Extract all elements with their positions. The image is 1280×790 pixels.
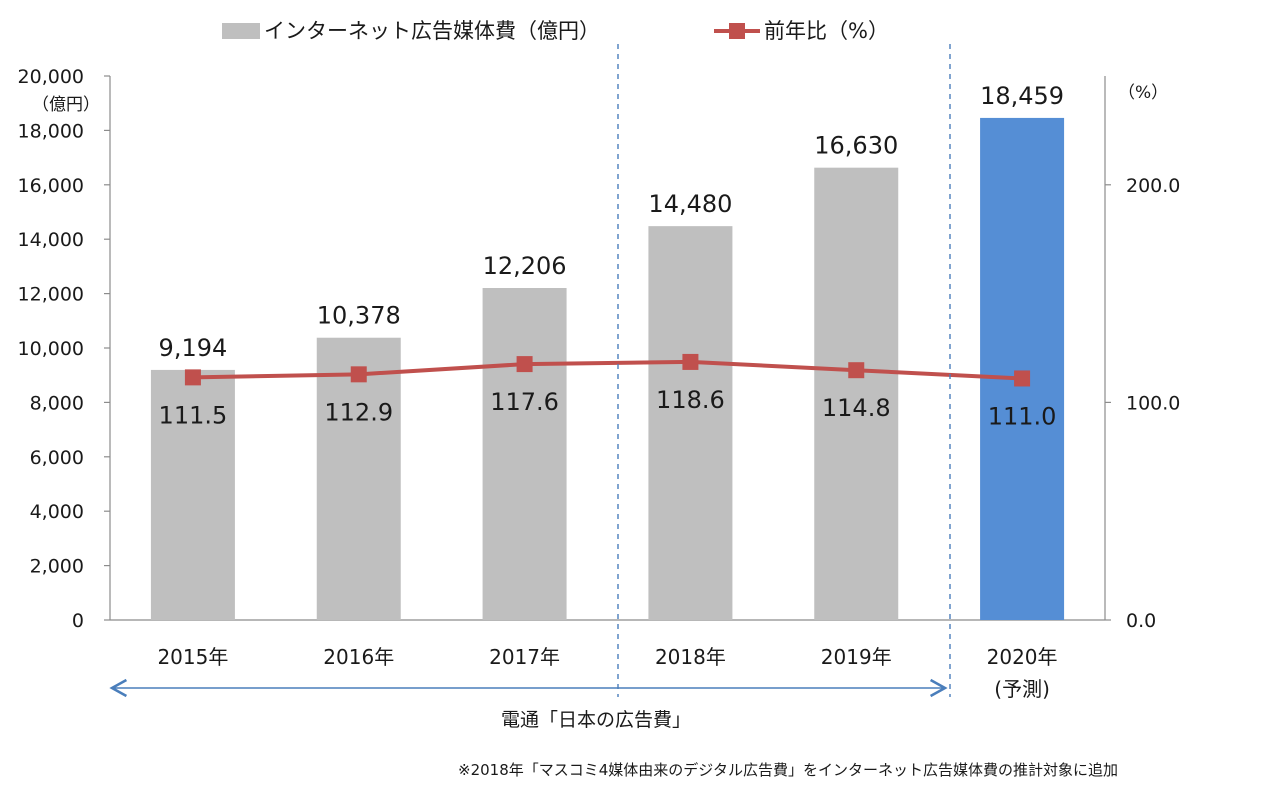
right-tick-label: 100.0 [1126,392,1180,414]
line-series [184,353,1031,387]
right-axis-ticks: 0.0 100.0 200.0 [1105,175,1180,632]
category-label: 2017年 [489,645,560,669]
bar-value-labels: 9,194 10,378 12,206 14,480 16,630 18,459 [159,82,1065,362]
bar-2018 [648,226,733,621]
bar-value-label: 16,630 [814,132,898,160]
bar-2015 [150,369,235,620]
yoy-marker [848,362,865,379]
yoy-marker [516,356,533,373]
yoy-marker [1014,370,1031,387]
bar-value-label: 10,378 [317,302,401,330]
left-tick-label: 10,000 [18,338,84,360]
legend-line-marker [729,23,745,39]
left-tick-label: 2,000 [30,556,84,578]
legend-line-label: 前年比（%） [764,19,889,43]
bar-2016 [316,337,401,620]
bar-2020 [980,117,1065,621]
legend-bar-swatch [222,23,260,39]
bar-value-label: 12,206 [483,252,567,280]
category-labels: 2015年 2016年 2017年 2018年 2019年 2020年 (予測) [157,645,1057,701]
category-label: 2020年 [987,645,1058,669]
bar-series [150,117,1065,621]
left-tick-label: 12,000 [18,284,84,306]
right-tick-label: 200.0 [1126,175,1180,197]
category-label: 2019年 [821,645,892,669]
left-tick-label: 4,000 [30,501,84,523]
yoy-value-label: 118.6 [656,386,725,414]
left-axis-unit: （億円） [32,95,100,115]
bar-2019 [814,167,899,620]
yoy-marker [184,369,201,386]
yoy-line [192,359,1023,381]
category-label: 2016年 [323,645,394,669]
yoy-value-label: 111.5 [159,401,228,429]
right-axis-unit: （%） [1118,83,1168,103]
yoy-marker [350,366,367,383]
bar-value-label: 18,459 [980,82,1064,110]
left-tick-label: 14,000 [18,229,84,251]
yoy-value-label: 117.6 [490,388,559,416]
left-tick-label: 8,000 [30,392,84,414]
dentsu-range-label: 電通「日本の広告費」 [501,709,691,731]
line-value-labels: 111.5 112.9 117.6 118.6 114.8 111.0 [159,386,1057,431]
yoy-value-label: 112.9 [324,398,393,426]
category-label: 2015年 [157,645,228,669]
category-sublabel: (予測) [994,677,1050,701]
legend: インターネット広告媒体費（億円） 前年比（%） [222,19,889,43]
legend-bar-label: インターネット広告媒体費（億円） [264,19,600,43]
footnote: ※2018年「マスコミ4媒体由来のデジタル広告費」をインターネット広告媒体費の推… [458,761,1118,779]
left-tick-label: 20,000 [18,66,84,88]
left-tick-label: 18,000 [18,120,84,142]
left-tick-label: 6,000 [30,447,84,469]
category-label: 2018年 [655,645,726,669]
right-tick-label: 0.0 [1126,610,1156,632]
left-axis-ticks: 0 2,000 4,000 6,000 8,000 10,000 12,000 14,000 1… [18,66,110,632]
bar-2017 [482,287,567,620]
yoy-value-label: 114.8 [822,394,891,422]
left-tick-label: 0 [72,610,84,632]
yoy-value-label: 111.0 [988,402,1057,430]
left-tick-label: 16,000 [18,175,84,197]
bar-value-label: 9,194 [159,334,228,362]
bar-value-label: 14,480 [648,190,732,218]
yoy-marker [682,353,699,370]
